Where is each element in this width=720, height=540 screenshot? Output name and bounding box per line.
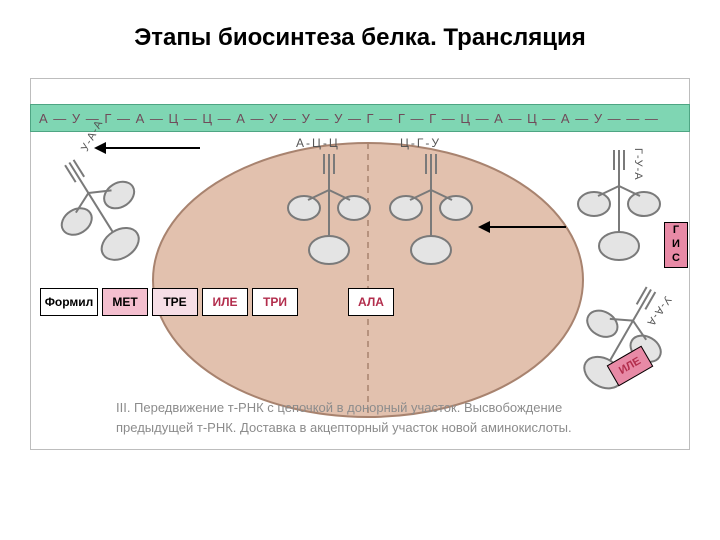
- caption-line1: III. Передвижение т-РНК с цепочкой в дон…: [116, 400, 562, 415]
- aa-box-формил: Формил: [40, 288, 98, 316]
- aa-box-три: ТРИ: [252, 288, 298, 316]
- aa-box-иле: ИЛЕ: [202, 288, 248, 316]
- aa-box-тре: ТРЕ: [152, 288, 198, 316]
- mrna-strip: А — У — Г — А — Ц — Ц — А — У — У — У — …: [30, 104, 690, 132]
- arrow-1: [480, 226, 566, 228]
- trna-acceptor: [388, 150, 474, 275]
- page-title: Этапы биосинтеза белка. Трансляция: [0, 24, 720, 52]
- incoming-aa-гис: ГИС: [664, 222, 688, 268]
- arrow-1-head: [478, 221, 490, 233]
- caption-line2: предыдущей т-РНК. Доставка в акцепторный…: [116, 420, 572, 435]
- trna-incoming_right-anticodon: Г-У-А: [632, 148, 644, 181]
- arrow-0-head: [94, 142, 106, 154]
- aa-box-мет: МЕТ: [102, 288, 148, 316]
- trna-incoming_right: Г-У-А: [576, 146, 662, 271]
- trna-donor: [286, 150, 372, 275]
- arrow-0: [96, 147, 200, 149]
- aa-box-ала: АЛА: [348, 288, 394, 316]
- codon-donor-label: А-Ц-Ц: [296, 136, 340, 150]
- codon-acceptor-label: Ц-Г-У: [400, 136, 441, 150]
- mrna-sequence: А — У — Г — А — Ц — Ц — А — У — У — У — …: [39, 111, 659, 126]
